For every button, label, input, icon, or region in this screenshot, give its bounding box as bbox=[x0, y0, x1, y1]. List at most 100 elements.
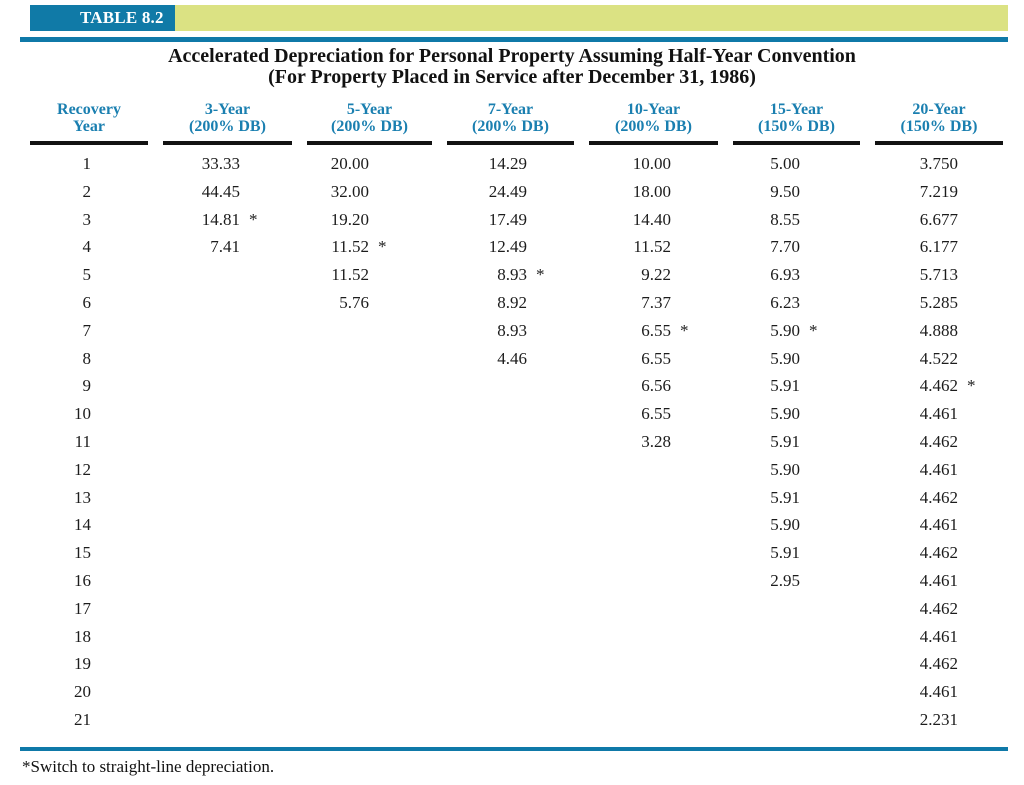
switch-to-straight-line-marker bbox=[958, 261, 1003, 289]
recovery-year-value: 11 bbox=[74, 431, 91, 451]
switch-to-straight-line-marker bbox=[527, 428, 574, 456]
depreciation-rate-cell bbox=[733, 678, 860, 706]
depreciation-rate-cell bbox=[307, 678, 432, 706]
column-header-line1: 10-Year bbox=[626, 101, 681, 118]
switch-to-straight-line-marker bbox=[800, 178, 860, 206]
depreciation-rate-cell bbox=[589, 511, 718, 539]
switch-to-straight-line-marker bbox=[527, 206, 574, 234]
depreciation-rate-value: 5.91 bbox=[770, 487, 800, 507]
depreciation-rate-value: 5.91 bbox=[770, 376, 800, 396]
depreciation-rate-cell bbox=[307, 372, 432, 400]
recovery-year-value: 10 bbox=[74, 404, 91, 424]
switch-to-straight-line-marker bbox=[958, 428, 1003, 456]
switch-to-straight-line-marker bbox=[958, 678, 1003, 706]
depreciation-rate-cell: 5.90 bbox=[733, 345, 860, 373]
switch-to-straight-line-marker bbox=[369, 317, 432, 345]
switch-to-straight-line-marker bbox=[671, 650, 718, 678]
depreciation-rate-cell bbox=[589, 539, 718, 567]
column-header-line1: 15-Year bbox=[769, 101, 824, 118]
depreciation-rate-cell: 7.41 bbox=[163, 233, 292, 261]
switch-to-straight-line-marker bbox=[800, 706, 860, 734]
switch-to-straight-line-marker bbox=[800, 345, 860, 373]
depreciation-rate-cell: 4.888 bbox=[875, 317, 1003, 345]
recovery-year-cell: 18 bbox=[30, 623, 148, 651]
switch-to-straight-line-marker bbox=[527, 233, 574, 261]
switch-to-straight-line-marker bbox=[527, 706, 574, 734]
depreciation-rate-value: 11.52 bbox=[331, 237, 369, 257]
depreciation-rate-cell bbox=[307, 511, 432, 539]
switch-to-straight-line-marker bbox=[527, 650, 574, 678]
recovery-year-value: 6 bbox=[82, 292, 92, 312]
switch-to-straight-line-marker bbox=[800, 150, 860, 178]
switch-to-straight-line-marker bbox=[91, 484, 148, 512]
switch-to-straight-line-marker bbox=[91, 456, 148, 484]
depreciation-rate-value: 32.00 bbox=[330, 181, 369, 201]
depreciation-rate-cell: 19.20 bbox=[307, 206, 432, 234]
switch-to-straight-line-marker bbox=[369, 650, 432, 678]
recovery-year-value: 14 bbox=[74, 515, 91, 535]
depreciation-rate-cell: 8.92 bbox=[447, 289, 574, 317]
switch-to-straight-line-marker bbox=[369, 400, 432, 428]
depreciation-rate-cell bbox=[733, 595, 860, 623]
table-tag-box: TABLE 8.2 bbox=[30, 5, 175, 31]
column-header-7-year: 7-Year (200% DB) bbox=[447, 101, 574, 145]
switch-to-straight-line-marker bbox=[800, 372, 860, 400]
recovery-year-cell: 2 bbox=[30, 178, 148, 206]
depreciation-rate-cell bbox=[447, 511, 574, 539]
depreciation-rate-cell: 18.00 bbox=[589, 178, 718, 206]
switch-to-straight-line-marker bbox=[369, 178, 432, 206]
switch-to-straight-line-marker bbox=[671, 372, 718, 400]
depreciation-rate-cell: 4.461 bbox=[875, 511, 1003, 539]
column-header-line1: 5-Year bbox=[346, 101, 393, 118]
depreciation-rate-value: 5.90 bbox=[770, 348, 800, 368]
switch-to-straight-line-marker bbox=[91, 317, 148, 345]
recovery-year-value: 13 bbox=[74, 487, 91, 507]
depreciation-rate-cell bbox=[447, 372, 574, 400]
depreciation-rate-value: 7.41 bbox=[210, 237, 240, 257]
switch-to-straight-line-marker bbox=[369, 372, 432, 400]
depreciation-rate-cell bbox=[307, 345, 432, 373]
depreciation-rate-cell: 4.46 bbox=[447, 345, 574, 373]
depreciation-rate-cell: 3.750 bbox=[875, 150, 1003, 178]
switch-to-straight-line-marker bbox=[958, 233, 1003, 261]
depreciation-rate-value: 14.29 bbox=[488, 154, 527, 173]
switch-to-straight-line-marker bbox=[240, 706, 292, 734]
switch-to-straight-line-marker bbox=[671, 706, 718, 734]
depreciation-rate-cell: 4.461 bbox=[875, 400, 1003, 428]
depreciation-rate-cell bbox=[589, 456, 718, 484]
switch-to-straight-line-marker bbox=[240, 372, 292, 400]
depreciation-rate-cell bbox=[163, 456, 292, 484]
depreciation-rate-cell: 4.462 * bbox=[875, 372, 1003, 400]
depreciation-rate-cell bbox=[447, 595, 574, 623]
switch-to-straight-line-marker bbox=[958, 178, 1003, 206]
switch-to-straight-line-marker bbox=[369, 345, 432, 373]
table-tag-strip bbox=[175, 5, 1008, 31]
recovery-year-value: 1 bbox=[82, 154, 92, 173]
switch-to-straight-line-marker bbox=[800, 623, 860, 651]
switch-to-straight-line-marker bbox=[958, 706, 1003, 734]
depreciation-rate-cell: 6.55 bbox=[589, 345, 718, 373]
depreciation-rate-cell: 4.522 bbox=[875, 345, 1003, 373]
depreciation-rate-cell: 17.49 bbox=[447, 206, 574, 234]
switch-to-straight-line-marker bbox=[800, 539, 860, 567]
switch-to-straight-line-marker bbox=[240, 233, 292, 261]
switch-to-straight-line-marker: * bbox=[536, 265, 545, 285]
depreciation-rate-cell bbox=[589, 567, 718, 595]
switch-to-straight-line-marker: * bbox=[967, 376, 976, 396]
depreciation-rate-value: 4.462 bbox=[919, 376, 958, 396]
switch-to-straight-line-marker bbox=[958, 400, 1003, 428]
column-header-line2: (150% DB) bbox=[758, 118, 835, 135]
switch-to-straight-line-marker bbox=[369, 484, 432, 512]
switch-to-straight-line-marker bbox=[240, 150, 292, 178]
footnote: *Switch to straight-line depreciation. bbox=[22, 757, 275, 776]
depreciation-rate-cell bbox=[163, 289, 292, 317]
depreciation-rate-value: 5.76 bbox=[339, 292, 369, 312]
switch-to-straight-line-marker bbox=[671, 428, 718, 456]
column-header-line2: Year bbox=[73, 118, 105, 135]
depreciation-rate-cell: 4.461 bbox=[875, 567, 1003, 595]
switch-to-straight-line-marker bbox=[91, 650, 148, 678]
depreciation-rate-cell: 6.55 bbox=[589, 400, 718, 428]
switch-to-straight-line-marker bbox=[240, 456, 292, 484]
depreciation-rate-cell bbox=[163, 595, 292, 623]
switch-to-straight-line-marker bbox=[91, 345, 148, 373]
